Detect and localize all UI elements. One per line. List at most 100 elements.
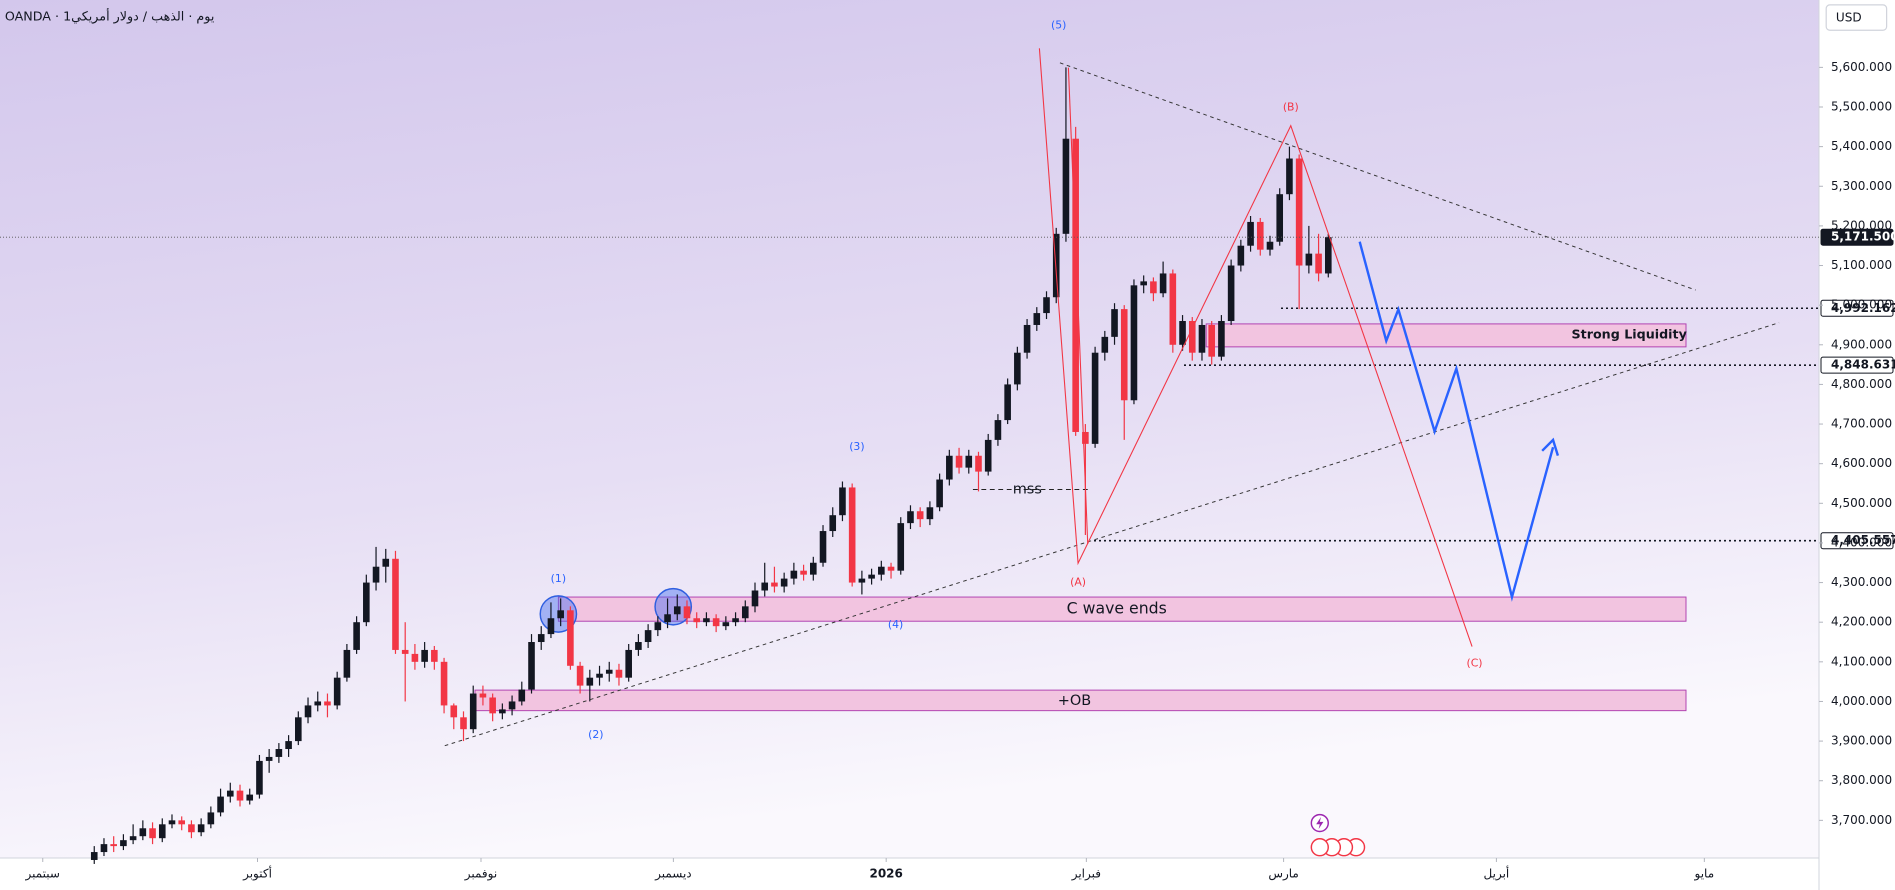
candle-body [955,455,963,468]
candle-body [790,570,798,579]
candle-body [100,844,108,853]
wave-label: (3) [849,440,864,453]
candle-body [965,455,973,468]
y-tick-label: 4,100.000 [1831,654,1892,668]
event-icon [1316,817,1324,830]
candle-body [557,610,564,619]
candles [90,67,1332,864]
x-tick-label: فبراير [1071,867,1101,882]
y-tick-label: 4,200.000 [1831,615,1892,629]
candle-body [343,649,351,678]
price-level-label: 5,171.500 [1831,230,1895,244]
candle-body [411,653,419,662]
candle-body [528,642,535,690]
candle-body [518,689,526,702]
y-tick-label: 5,500.000 [1831,100,1892,114]
candle-body [168,820,176,825]
candle-body [120,840,127,847]
candle-body [499,709,506,714]
wave-line [1067,67,1089,544]
candle-body [1256,221,1264,250]
candle-body [810,562,817,575]
event-icon[interactable] [1310,838,1329,857]
candle-body [431,649,438,662]
candle-body [907,511,914,524]
candle-body [1130,285,1138,401]
candle-body [110,844,117,847]
currency-button[interactable] [1825,4,1888,31]
candle-body [1324,237,1332,274]
candle-body [1179,321,1186,345]
candle-body [1120,309,1128,401]
candle-body [975,455,982,472]
candle-body [635,642,642,650]
y-tick-label: 4,900.000 [1831,337,1892,351]
candle-body [363,582,370,623]
candle-body [916,511,924,520]
x-tick-label: سبتمبر [25,867,60,882]
x-tick-label: مارس [1268,867,1299,882]
time-axis-background [0,858,1819,890]
wave-label: (C) [1466,657,1482,670]
wave-label: (B) [1283,101,1299,114]
candle-body [1004,384,1011,421]
candle-body [372,566,380,583]
candle-body [693,618,701,623]
y-tick-label: 5,400.000 [1831,139,1892,153]
y-tick-label: 5,600.000 [1831,60,1892,74]
wave-label: (5) [1051,18,1066,31]
candle-body [1150,281,1157,294]
price-level-label: 4,992.162 [1831,301,1895,315]
y-tick-label: 4,500.000 [1831,496,1892,510]
price-level-box [1820,356,1894,374]
y-tick-label: 4,000.000 [1831,694,1892,708]
candle-body [382,558,390,567]
candle-body [761,582,769,591]
plot-background [0,0,1819,858]
price-level-box [1820,299,1894,317]
candle-body [605,669,613,674]
candle-body [1033,313,1041,325]
candle-body [1101,336,1109,353]
candle-body [567,610,574,666]
candle-body [1286,158,1293,195]
x-tick-label: أكتوبر [242,866,272,882]
candle-body [878,566,885,575]
wave-label: (1) [551,572,566,585]
candle-body [1023,324,1031,353]
candle-body [469,693,477,730]
candle-body [256,760,263,795]
candle-body [946,455,953,480]
y-tick-label: 4,300.000 [1831,575,1892,589]
x-tick-label: ديسمبر [654,867,692,882]
candle-body [1159,273,1167,294]
candle-body [333,677,341,706]
currency-label: USD [1836,11,1862,25]
wave-label: (2) [588,728,603,741]
candle-body [1140,281,1147,286]
candle-body [1169,273,1177,345]
candle-body [1315,253,1322,274]
candle-body [1295,158,1303,266]
candle-body [839,487,846,516]
candle-body [984,439,992,472]
y-tick-label: 5,000.000 [1831,298,1892,312]
candle-body [1188,321,1196,353]
candle-body [848,487,856,583]
candle-body [197,824,205,833]
x-tick-label: نوفمبر [464,867,497,882]
candle-body [265,756,273,761]
candle-body [246,794,254,801]
projection-arrow [1541,437,1560,456]
price-level-label: 4,848.631 [1831,358,1895,372]
candle-body [188,824,195,833]
candle-body [508,701,516,710]
y-tick-label: 5,300.000 [1831,179,1892,193]
candle-body [1198,324,1206,353]
zone-label: C wave ends [1067,599,1167,618]
candle-body [1218,321,1225,357]
y-tick-label: 4,600.000 [1831,456,1892,470]
candle-body [741,606,749,619]
candle-body [751,590,759,607]
